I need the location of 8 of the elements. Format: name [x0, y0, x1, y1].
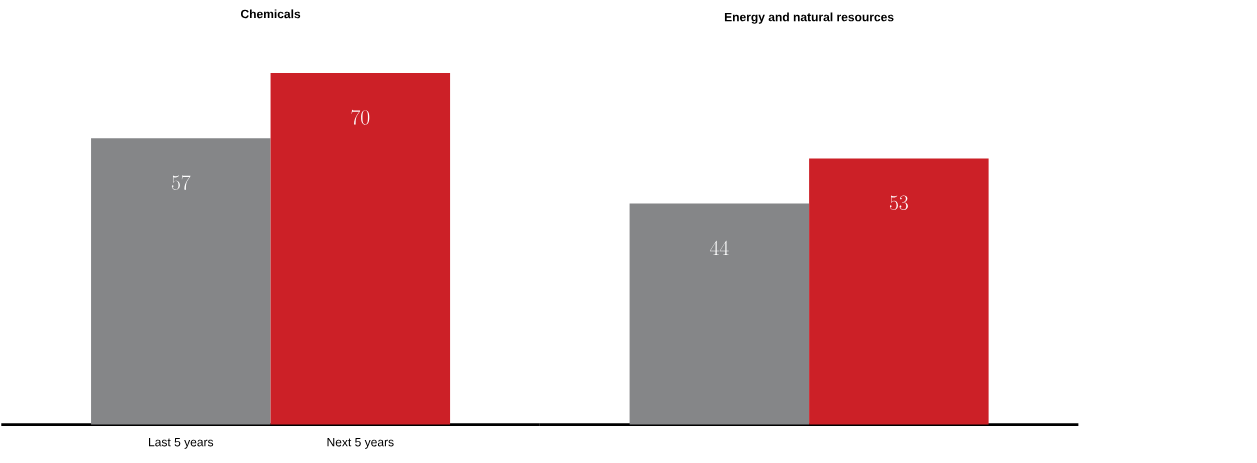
x-tick-label: Last 5 years: [149, 437, 214, 449]
chart-title: Energy and natural resources: [724, 12, 894, 24]
x-tick-label: Next 5 years: [327, 437, 394, 449]
data-label: 53: [889, 195, 908, 210]
chart-title: Chemicals: [240, 9, 301, 19]
data-label: 70: [351, 109, 370, 125]
data-label: 57: [171, 174, 191, 190]
data-label: 44: [709, 240, 729, 255]
